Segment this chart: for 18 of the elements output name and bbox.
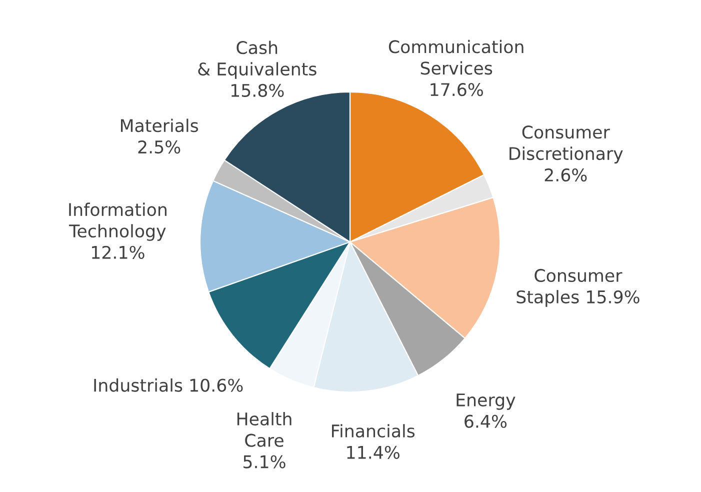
slice-label: Industrials 10.6% <box>94 378 243 392</box>
data-label: 11.4% <box>347 446 400 459</box>
slice-label: Energy <box>456 394 516 410</box>
data-label: 2.5% <box>138 140 180 154</box>
slice-label: Consumer Staples 15.9% <box>516 268 640 307</box>
slice-label: Financials <box>332 424 415 438</box>
data-label: 17.6% <box>430 83 483 96</box>
slice-label: Consumer Discretionary <box>510 126 623 164</box>
data-label: 12.1% <box>92 246 144 259</box>
slice-label: Communication Services <box>388 40 524 75</box>
data-label: 5.1% <box>244 455 286 468</box>
data-label: 2.6% <box>544 168 587 182</box>
slice-label: Materials <box>120 118 198 132</box>
data-label: 15.8% <box>231 84 284 97</box>
slice-label: Cash & Equivalents <box>198 40 316 79</box>
data-label: 6.4% <box>464 414 507 428</box>
slice-label: Information Technology <box>69 202 166 241</box>
slice-label: Health Care <box>237 412 292 447</box>
